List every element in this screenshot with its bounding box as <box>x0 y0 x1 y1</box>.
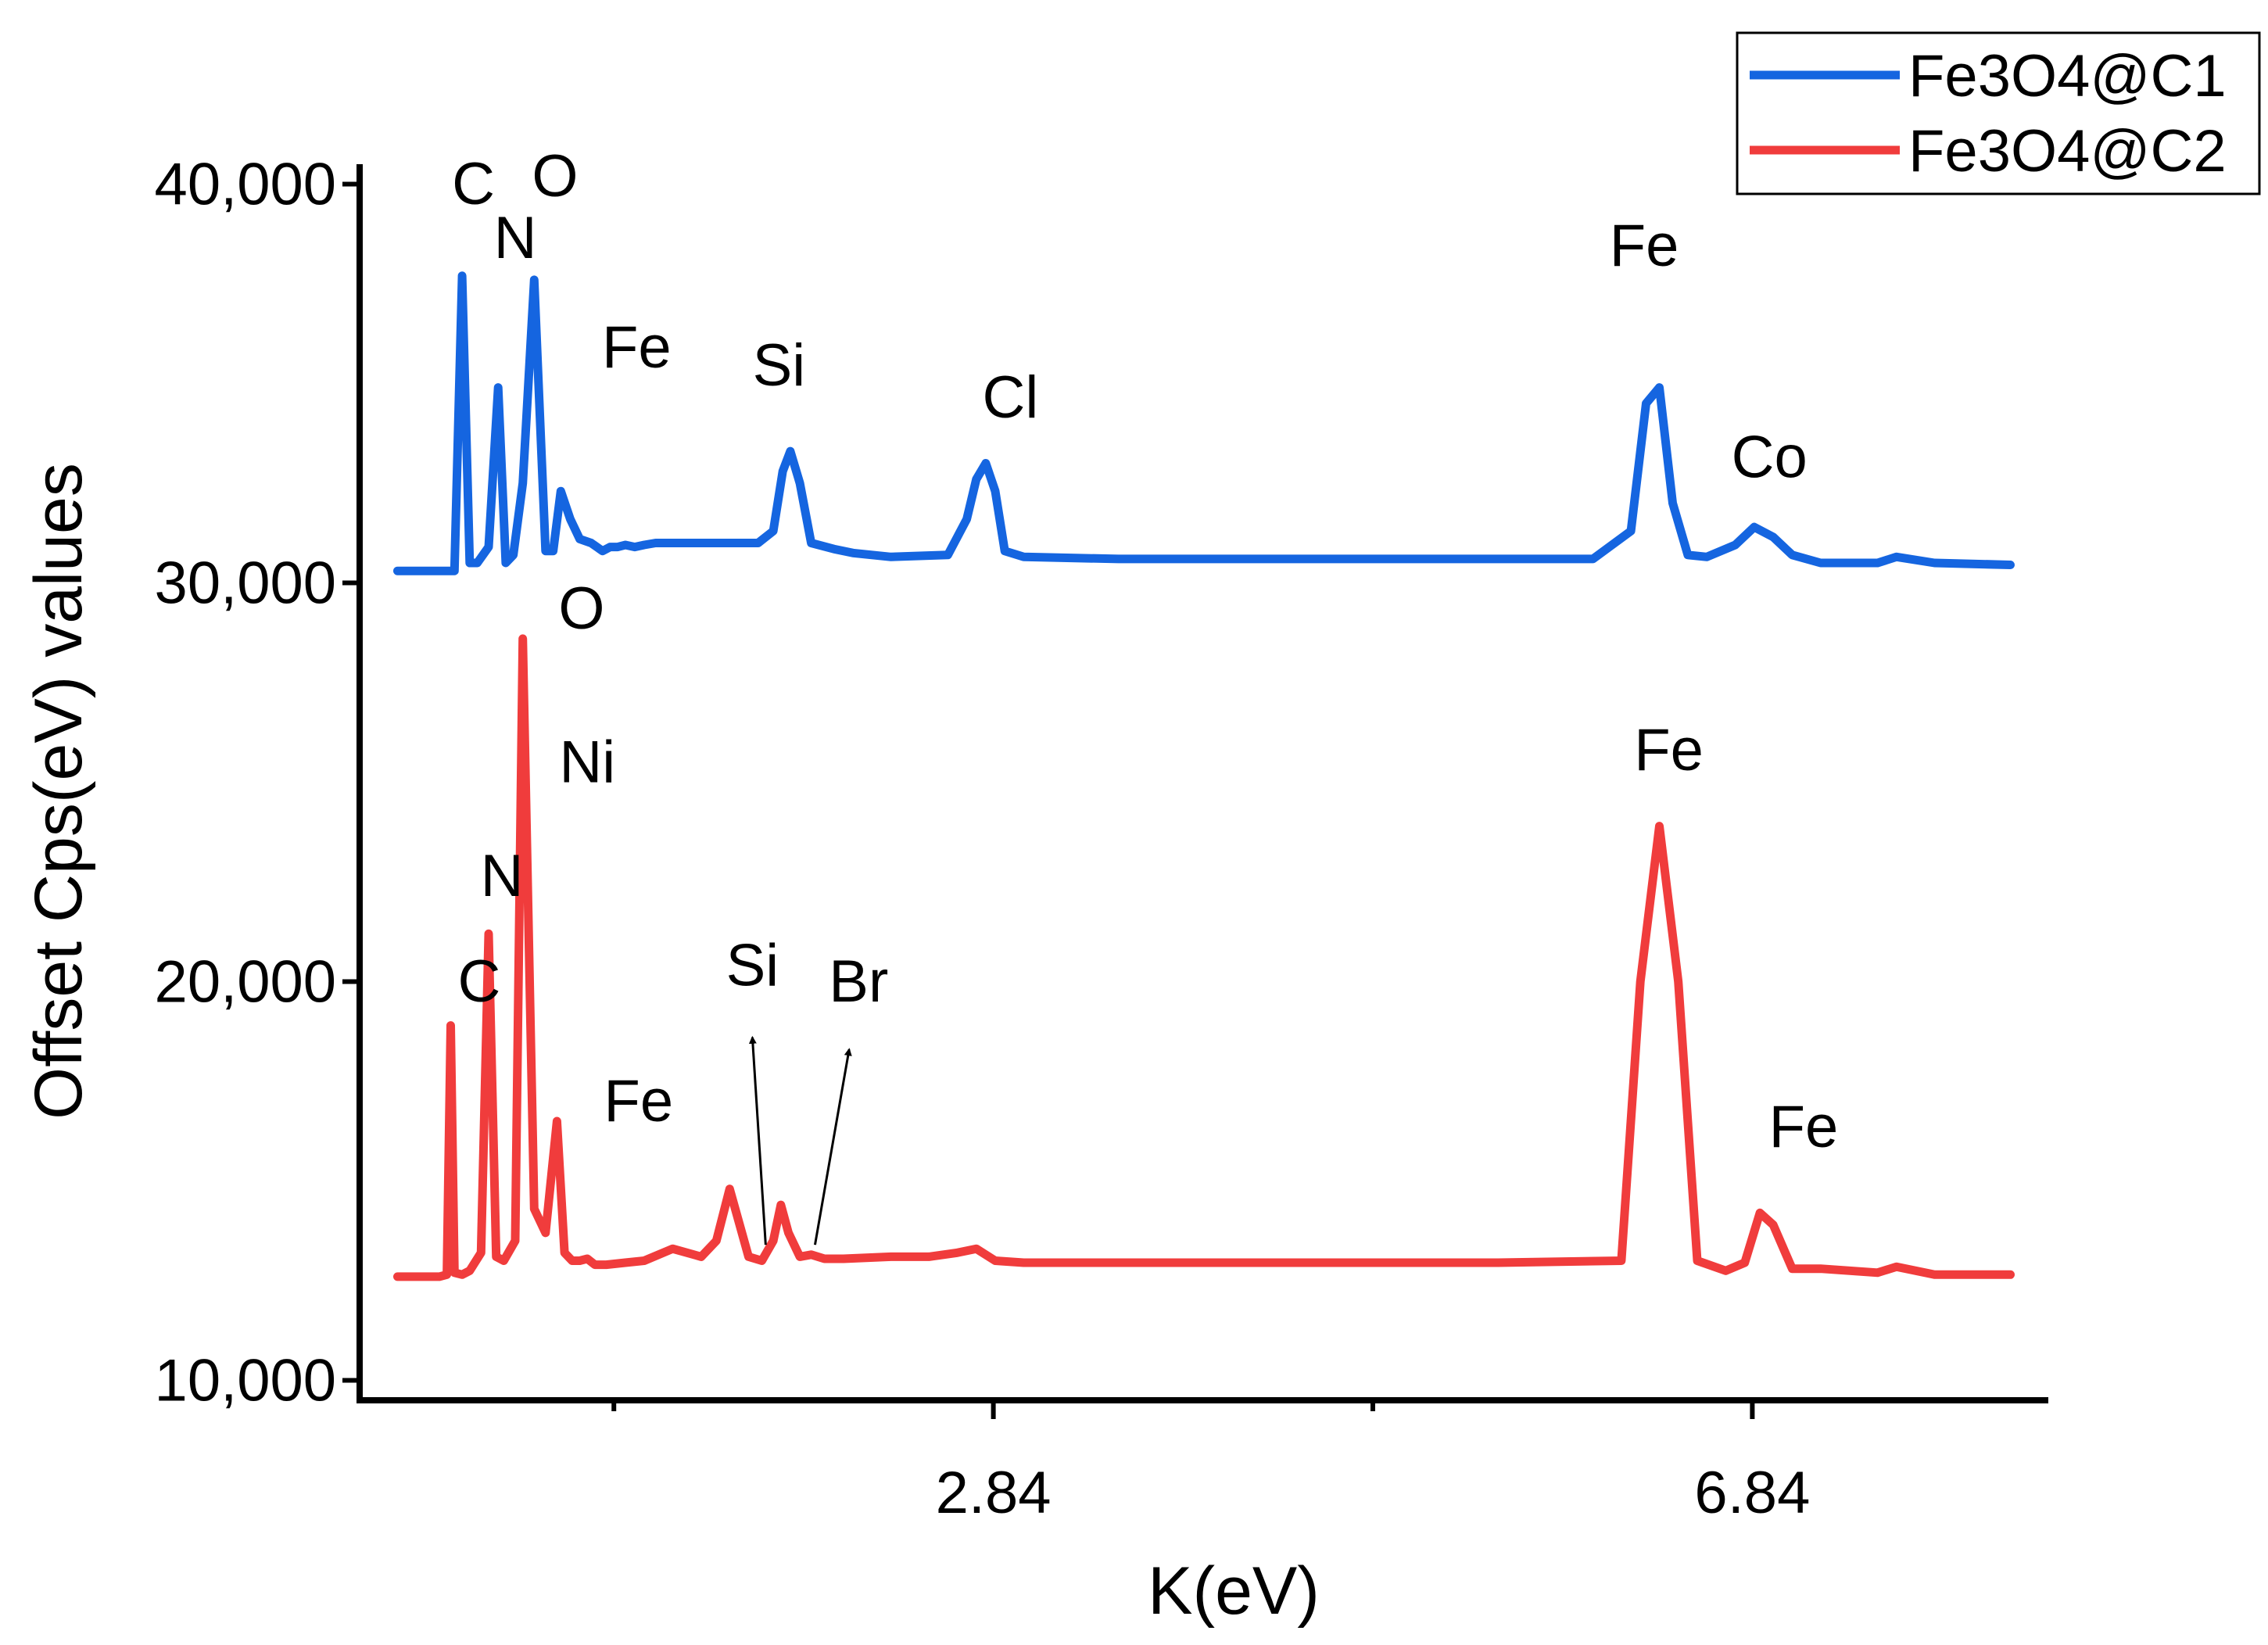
series-line-1 <box>393 271 2015 575</box>
x-axis-title: K(eV) <box>1148 1554 1320 1629</box>
peak-label-n: N <box>494 205 537 271</box>
arrow-si <box>748 1035 767 1245</box>
legend-frame <box>1736 31 2261 195</box>
peak-label-br: Br <box>829 948 888 1015</box>
peak-label-co: Co <box>1732 424 1808 490</box>
peak-label-fe: Fe <box>604 1068 673 1134</box>
peak-label-o: O <box>558 575 604 642</box>
peak-label-n: N <box>481 843 524 909</box>
peak-label-fe: Fe <box>1634 717 1704 783</box>
y-tick-label: 10,000 <box>155 1348 336 1414</box>
series-layer <box>393 271 2015 1281</box>
peak-label-o: O <box>532 143 578 210</box>
x-tick-label: 6.84 <box>1694 1460 1810 1526</box>
series-line-2 <box>393 634 2015 1281</box>
annotation-arrows <box>748 1035 852 1245</box>
peak-label-si: Si <box>726 933 779 999</box>
peak-label-fe: Fe <box>602 314 672 381</box>
peak-label-c: C <box>457 948 500 1015</box>
legend: Fe3O4@C1 Fe3O4@C2 <box>1736 31 2261 195</box>
y-tick-label: 20,000 <box>155 949 336 1016</box>
y-axis-title: Offset Cps(eV) values <box>21 463 96 1120</box>
peak-label-c: C <box>452 151 495 217</box>
legend-label-c2: Fe3O4@C2 <box>1908 118 2227 185</box>
x-tick-label: 2.84 <box>936 1460 1052 1526</box>
peak-label-cl: Cl <box>983 364 1039 431</box>
peak-label-ni: Ni <box>559 729 615 796</box>
y-axis-ticks: 10,000 20,000 30,000 40,000 <box>155 152 360 1414</box>
peak-label-fe: Fe <box>1610 213 1679 279</box>
y-tick-label: 30,000 <box>155 550 336 617</box>
legend-label-c1: Fe3O4@C1 <box>1908 43 2227 109</box>
peak-label-si: Si <box>753 332 806 399</box>
peak-label-fe: Fe <box>1769 1094 1839 1160</box>
x-axis-ticks: 2.84 6.84 <box>611 1400 1810 1526</box>
arrow-br <box>813 1048 852 1245</box>
y-tick-label: 40,000 <box>155 152 336 218</box>
